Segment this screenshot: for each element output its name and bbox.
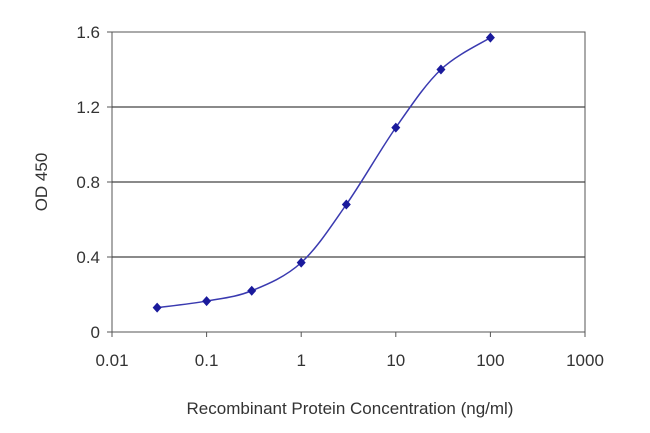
x-tick-label: 100 (476, 351, 504, 370)
x-tick-label: 1 (296, 351, 305, 370)
y-tick-label: 0.4 (76, 248, 100, 267)
y-tick-label: 0.8 (76, 173, 100, 192)
y-axis-label: OD 450 (32, 153, 51, 212)
y-tick-label: 1.6 (76, 23, 100, 42)
x-axis-label: Recombinant Protein Concentration (ng/ml… (187, 399, 514, 418)
data-point (485, 32, 495, 43)
x-tick-label: 1000 (566, 351, 604, 370)
data-point (152, 302, 162, 313)
x-tick-label: 0.01 (95, 351, 128, 370)
data-point (296, 257, 306, 268)
x-tick-label: 0.1 (195, 351, 219, 370)
y-tick-label: 1.2 (76, 98, 100, 117)
data-point (436, 64, 446, 75)
data-point (247, 285, 257, 296)
data-point (341, 199, 351, 210)
data-point (202, 296, 212, 307)
series-line (157, 36, 491, 309)
data-point (391, 122, 401, 133)
x-tick-label: 10 (386, 351, 405, 370)
y-tick-label: 0 (91, 323, 100, 342)
